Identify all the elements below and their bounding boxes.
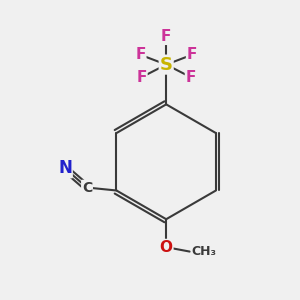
Text: O: O	[160, 240, 173, 255]
Text: S: S	[160, 56, 173, 74]
Text: F: F	[136, 70, 147, 85]
Text: F: F	[161, 29, 171, 44]
Text: F: F	[135, 47, 146, 62]
Text: C: C	[82, 181, 92, 194]
Text: F: F	[187, 47, 197, 62]
Text: N: N	[58, 159, 72, 177]
Text: CH₃: CH₃	[191, 245, 216, 258]
Text: F: F	[186, 70, 196, 85]
